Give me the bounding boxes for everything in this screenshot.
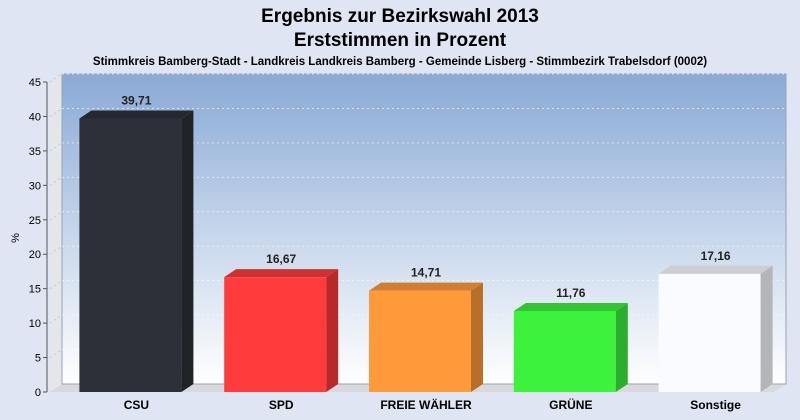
bar-top xyxy=(79,110,194,119)
bar-side xyxy=(471,282,483,392)
bar-csu xyxy=(79,118,182,392)
x-tick-label: SPD xyxy=(269,398,294,412)
bar-value-label: 17,16 xyxy=(701,249,731,263)
x-tick-label: Sonstige xyxy=(690,398,741,412)
y-tick-label: 35 xyxy=(29,146,41,158)
y-tick-label: 5 xyxy=(35,353,41,365)
bar-sonstige xyxy=(658,273,761,392)
bar-top xyxy=(369,282,483,291)
plot-area: 0 5 10 15 20 25 30 35 40 45 39,71 CSU 16,67 SPD 14,71 F… xyxy=(29,73,787,412)
bar-side xyxy=(326,269,339,392)
x-tick-label: GRÜNE xyxy=(549,397,592,412)
y-tick-label: 40 xyxy=(29,111,41,123)
bar-side xyxy=(615,302,628,392)
y-tick-label: 20 xyxy=(29,249,41,261)
bar-side xyxy=(760,265,773,392)
bar-value-label: 39,71 xyxy=(121,93,151,107)
y-tick-label: 0 xyxy=(35,387,41,399)
y-tick-label: 25 xyxy=(29,215,41,227)
bar-spd xyxy=(224,277,327,392)
chart-title: Ergebnis zur Bezirkswahl 2013 xyxy=(261,6,539,27)
bar-top xyxy=(513,302,628,311)
bar-value-label: 11,76 xyxy=(556,286,586,300)
y-tick-label: 30 xyxy=(29,180,41,192)
bar-side xyxy=(181,110,194,392)
bar-top xyxy=(224,269,339,278)
bar-value-label: 16,67 xyxy=(266,252,296,266)
bar-top xyxy=(658,265,773,274)
x-tick-label: CSU xyxy=(124,398,149,412)
bar-freie-wähler xyxy=(369,290,471,392)
y-axis-label: % xyxy=(10,233,22,243)
bar-grüne xyxy=(513,310,616,392)
y-tick-label: 45 xyxy=(29,77,41,89)
bar-value-label: 14,71 xyxy=(411,266,441,280)
y-tick-label: 15 xyxy=(29,284,41,296)
y-tick-label: 10 xyxy=(29,318,41,330)
chart-subtitle: Erststimmen in Prozent xyxy=(294,30,507,51)
chart-subsubtitle: Stimmkreis Bamberg-Stadt - Landkreis Lan… xyxy=(93,56,707,68)
plot-left-wall xyxy=(50,74,62,392)
x-tick-label: FREIE WÄHLER xyxy=(380,397,472,412)
